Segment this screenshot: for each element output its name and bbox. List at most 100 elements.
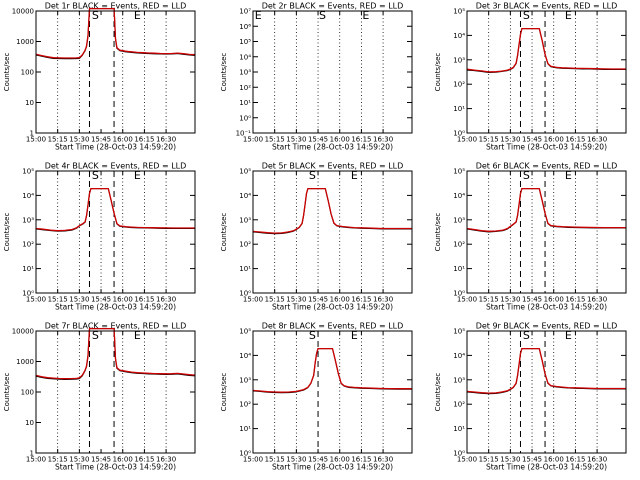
marker-s-label: S	[92, 9, 99, 22]
x-tick-label: 16:00	[113, 296, 133, 304]
x-tick-label: 16:00	[544, 136, 564, 144]
y-tick-label: 10⁵	[22, 168, 34, 176]
x-tick-label: 15:45	[308, 136, 328, 144]
series-events-line	[466, 348, 626, 395]
y-axis-label: Counts/sec	[3, 213, 11, 252]
y-tick-label: 10⁷	[239, 8, 251, 16]
x-tick-label: 15:30	[69, 136, 89, 144]
x-axis-label: Start Time (28-Oct-03 14:59:20)	[55, 303, 176, 312]
x-tick-label: 16:30	[156, 296, 176, 304]
y-tick-label: 10000	[12, 8, 34, 16]
series-lld-line	[35, 7, 196, 59]
x-tick-label: 15:15	[479, 456, 499, 464]
marker-s-label: S	[523, 329, 530, 342]
series-lld-line	[35, 327, 196, 380]
y-tick-label: 1	[30, 450, 34, 458]
x-tick-label: 15:30	[500, 296, 520, 304]
y-tick-label: 10⁰	[22, 290, 34, 298]
x-tick-label: 15:00	[457, 136, 477, 144]
y-tick-label: 10⁵	[453, 168, 465, 176]
y-tick-label: 100	[21, 69, 34, 77]
panel-title: Det 7r BLACK = Events, RED = LLD	[45, 322, 187, 331]
y-tick-label: 10²	[239, 84, 251, 92]
y-tick-label: 10⁴	[453, 352, 465, 360]
x-tick-label: 16:00	[544, 296, 564, 304]
x-tick-label: 15:00	[457, 296, 477, 304]
x-tick-label: 16:00	[113, 456, 133, 464]
x-tick-label: 16:15	[351, 456, 371, 464]
series-events-line	[466, 188, 626, 233]
x-tick-label: 15:45	[522, 456, 542, 464]
y-tick-label: 10	[25, 419, 34, 427]
y-tick-label: 10¹	[453, 105, 465, 113]
x-axis-label: Start Time (28-Oct-03 14:59:20)	[272, 143, 393, 152]
x-tick-label: 15:00	[26, 136, 46, 144]
marker-e-label: E	[351, 169, 358, 182]
panel-title: Det 5r BLACK = Events, RED = LLD	[262, 162, 404, 171]
y-axis-label: Counts/sec	[434, 53, 442, 92]
y-tick-label: 10⁴	[453, 192, 465, 200]
x-axis-label: Start Time (28-Oct-03 14:59:20)	[486, 303, 607, 312]
x-tick-label: 15:45	[91, 456, 111, 464]
x-tick-label: 16:00	[330, 136, 350, 144]
x-tick-label: 16:30	[587, 296, 607, 304]
y-tick-label: 10¹	[453, 265, 465, 273]
x-tick-label: 15:00	[26, 456, 46, 464]
x-tick-label: 15:30	[500, 456, 520, 464]
marker-e-label: E	[565, 169, 572, 182]
x-tick-label: 15:15	[265, 296, 285, 304]
x-tick-label: 16:00	[330, 456, 350, 464]
y-axis-label: Counts/sec	[434, 373, 442, 412]
y-tick-label: 1000	[16, 358, 34, 366]
y-tick-label: 10⁶	[239, 23, 251, 31]
marker-e-label: E	[255, 9, 262, 22]
y-tick-label: 10³	[239, 216, 251, 224]
series-events-line	[466, 28, 626, 73]
x-tick-label: 15:45	[91, 136, 111, 144]
y-tick-label: 10¹	[453, 425, 465, 433]
series-lld-line	[466, 187, 626, 232]
marker-e-label: E	[565, 9, 572, 22]
y-tick-label: 10⁰	[453, 130, 465, 138]
y-tick-label: 10²	[22, 241, 34, 249]
marker-e-label: E	[351, 329, 358, 342]
y-axis-label: Counts/sec	[220, 373, 228, 412]
x-tick-label: 15:45	[308, 456, 328, 464]
y-tick-label: 1000	[16, 38, 34, 46]
y-tick-label: 10⁴	[239, 192, 251, 200]
x-tick-label: 16:15	[565, 136, 585, 144]
x-tick-label: 15:00	[457, 456, 477, 464]
series-events-line	[252, 348, 412, 394]
plot-frame	[466, 170, 627, 294]
x-tick-label: 15:00	[243, 136, 263, 144]
marker-e-label: E	[134, 9, 141, 22]
x-tick-label: 16:30	[156, 456, 176, 464]
x-tick-label: 15:30	[286, 456, 306, 464]
y-axis-label: Counts/sec	[3, 53, 11, 92]
y-tick-label: 100	[21, 389, 34, 397]
x-tick-label: 16:15	[351, 136, 371, 144]
x-axis-label: Start Time (28-Oct-03 14:59:20)	[272, 463, 393, 472]
y-axis-label: Counts/sec	[434, 213, 442, 252]
y-tick-label: 10²	[453, 241, 465, 249]
marker-s-label: S	[92, 329, 99, 342]
x-tick-label: 16:30	[373, 456, 393, 464]
x-tick-label: 16:00	[544, 456, 564, 464]
x-tick-label: 15:15	[479, 136, 499, 144]
x-tick-label: 15:45	[522, 296, 542, 304]
x-tick-label: 15:15	[48, 456, 68, 464]
y-tick-label: 10¹	[239, 425, 251, 433]
y-tick-label: 1	[30, 130, 34, 138]
plot-frame	[252, 10, 413, 134]
y-tick-label: 10⁵	[239, 168, 251, 176]
marker-e-label: E	[134, 329, 141, 342]
series-events-line	[35, 188, 195, 232]
